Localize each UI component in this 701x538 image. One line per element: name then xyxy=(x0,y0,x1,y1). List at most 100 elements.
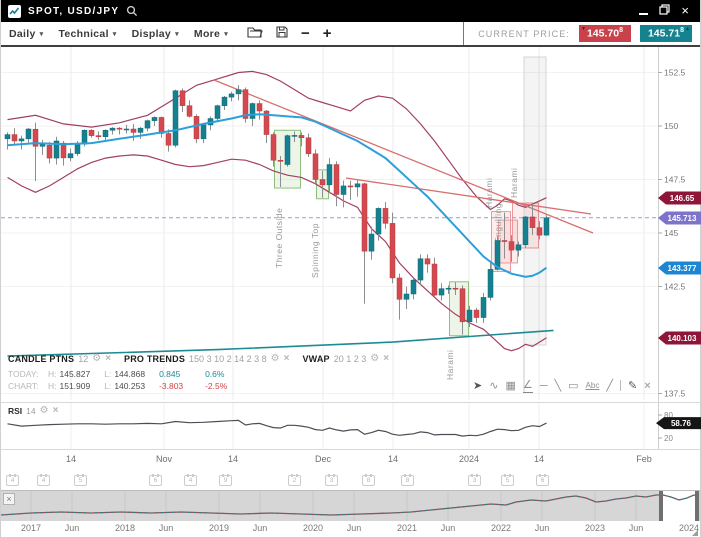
cursor-tool[interactable]: ➤ xyxy=(473,380,483,392)
legend-candle-patterns[interactable]: CANDLE PTNS 12 ⚙ × xyxy=(8,353,112,364)
close-icon[interactable]: × xyxy=(105,353,112,364)
grid-tool[interactable]: ▦ xyxy=(505,380,516,392)
interval-menu[interactable]: Daily ▾ xyxy=(9,27,44,40)
y-tick-label: 150 xyxy=(664,121,678,131)
segment-tool[interactable]: ╲ xyxy=(554,380,562,392)
close-button[interactable]: × xyxy=(681,3,689,18)
stats-chart: CHART: H: 151.909 L: 140.253 -3.803 -2.5% xyxy=(8,381,389,391)
y-tick-label: 142.5 xyxy=(664,282,686,292)
chart-change: -3.803 xyxy=(159,381,184,391)
pattern-label: Spinning Top xyxy=(310,223,320,278)
economic-events-row: 4 4 5 6 4 9 2 3 8 8 3 5 6 xyxy=(1,472,700,490)
trendline xyxy=(213,79,594,234)
navigator-axis-label: Jun xyxy=(158,523,174,533)
y-tick-label: 152.5 xyxy=(664,68,686,78)
calendar-event-icon[interactable]: 9 xyxy=(219,474,232,486)
text-tool[interactable]: Abc xyxy=(585,381,600,390)
close-icon[interactable]: × xyxy=(283,353,290,364)
gear-icon[interactable]: ⚙ xyxy=(92,353,102,364)
price-pill-value: 143.377 xyxy=(668,264,697,273)
price-pill-value: 146.65 xyxy=(670,194,695,203)
legend-vwap[interactable]: VWAP 20 1 2 3 ⚙ × xyxy=(302,353,390,364)
navigator-axis-label: Jun xyxy=(628,523,644,533)
resize-corner-icon[interactable]: ◢ xyxy=(691,528,698,537)
stats-today: TODAY: H: 145.827 L: 144.868 0.845 0.6% xyxy=(8,369,389,379)
navigator-axis-label: 2024 xyxy=(678,523,700,533)
diagonal-tool[interactable]: ╱ xyxy=(606,380,613,392)
navigator-axis-label: 2017 xyxy=(20,523,42,533)
gear-icon[interactable]: ⚙ xyxy=(270,353,280,364)
navigator-axis-label: 2023 xyxy=(584,523,606,533)
calendar-event-icon[interactable]: 3 xyxy=(325,474,338,486)
calendar-event-icon[interactable]: 3 xyxy=(468,474,481,486)
zoom-in-button[interactable]: + xyxy=(322,24,332,42)
vwap-line xyxy=(7,329,554,357)
chevron-down-icon: ▾ xyxy=(39,30,44,38)
calendar-event-icon[interactable]: 5 xyxy=(501,474,514,486)
navigator-right-handle[interactable] xyxy=(695,491,699,521)
gear-icon[interactable]: ⚙ xyxy=(39,405,49,416)
calendar-event-icon[interactable]: 6 xyxy=(536,474,549,486)
restore-button[interactable] xyxy=(659,2,671,20)
rsi-legend[interactable]: RSI 14 ⚙ × xyxy=(8,405,59,416)
tick-down-icon: ▼ xyxy=(580,26,586,33)
curve-tool[interactable]: ∿ xyxy=(489,380,499,392)
rsi-value: 58.76 xyxy=(671,419,692,428)
legend-pro-trends[interactable]: PRO TRENDS 150 3 10 2 14 2 3 8 ⚙ × xyxy=(124,353,290,364)
pattern-label: Harami xyxy=(484,178,494,208)
bollinger-lower-line xyxy=(7,154,547,352)
ask-price-badge[interactable]: ▲ 145.718 xyxy=(639,25,692,42)
bid-price-badge[interactable]: ▼ 145.708 xyxy=(578,25,631,42)
calendar-event-icon[interactable]: 8 xyxy=(362,474,375,486)
close-icon[interactable]: × xyxy=(383,353,390,364)
today-change: 0.845 xyxy=(159,369,181,379)
search-icon[interactable] xyxy=(126,5,138,17)
navigator-close-button[interactable]: × xyxy=(3,493,15,505)
price-pill xyxy=(658,211,701,225)
navigator-left-handle[interactable] xyxy=(659,491,663,521)
navigator-axis-label: Jun xyxy=(534,523,550,533)
minimize-button[interactable] xyxy=(639,7,649,15)
range-navigator[interactable]: × xyxy=(0,490,700,521)
calendar-event-icon[interactable]: 6 xyxy=(149,474,162,486)
hline-tool[interactable]: ─ xyxy=(539,379,548,392)
title-bar: SPOT, USD/JPY × xyxy=(1,0,700,22)
close-icon[interactable]: × xyxy=(52,405,59,416)
navigator-axis-label: Jun xyxy=(346,523,362,533)
save-icon[interactable] xyxy=(276,25,288,43)
chevron-down-icon: ▾ xyxy=(224,30,229,38)
navigator-axis-label: Jun xyxy=(252,523,268,533)
y-tick-label: 137.5 xyxy=(664,389,686,399)
calendar-event-icon[interactable]: 8 xyxy=(401,474,414,486)
rect-tool[interactable]: ▭ xyxy=(568,380,579,392)
sma-line xyxy=(7,113,548,278)
calendar-event-icon[interactable]: 4 xyxy=(184,474,197,486)
price-pill xyxy=(658,191,701,205)
time-axis-label: 14 xyxy=(533,454,545,464)
rsi-line xyxy=(7,419,547,437)
display-menu[interactable]: Display ▾ xyxy=(131,27,179,40)
rsi-panel[interactable]: 80 20 58.76 RSI 14 ⚙ × xyxy=(1,402,701,450)
divider xyxy=(619,380,621,391)
current-price-label: CURRENT PRICE: xyxy=(478,28,570,39)
pencil-tool[interactable]: ✎ xyxy=(627,380,638,392)
time-axis-label: 2024 xyxy=(458,454,480,464)
calendar-event-icon[interactable]: 4 xyxy=(37,474,50,486)
main-chart[interactable]: Three Outside Spinning Top Harami Harami Eng… xyxy=(1,47,701,402)
more-menu[interactable]: More ▾ xyxy=(193,27,229,40)
technical-menu[interactable]: Technical ▾ xyxy=(58,27,117,40)
fan-tool[interactable]: ∠ xyxy=(522,379,533,393)
navigator-axis: ◢ 2017 Jun 2018 Jun 2019 Jun 2020 Jun 2021 Jun 202… xyxy=(1,521,700,538)
calendar-event-icon[interactable]: 4 xyxy=(6,474,19,486)
price-pill-value: 145.713 xyxy=(668,214,697,223)
open-folder-icon[interactable] xyxy=(247,25,263,43)
calendar-event-icon[interactable]: 2 xyxy=(288,474,301,486)
zoom-out-button[interactable]: − xyxy=(301,24,310,42)
navigator-series-alt xyxy=(0,494,700,516)
gear-icon[interactable]: ⚙ xyxy=(370,353,380,364)
candlestick-chart[interactable]: Three Outside Spinning TopHaramiHaramiEng… xyxy=(1,47,701,402)
toolbar: Daily ▾ Technical ▾ Display ▾ More ▾ − + CUR… xyxy=(1,22,700,47)
close-tool[interactable]: × xyxy=(644,379,651,392)
chevron-down-icon: ▾ xyxy=(175,30,179,38)
calendar-event-icon[interactable]: 5 xyxy=(74,474,87,486)
